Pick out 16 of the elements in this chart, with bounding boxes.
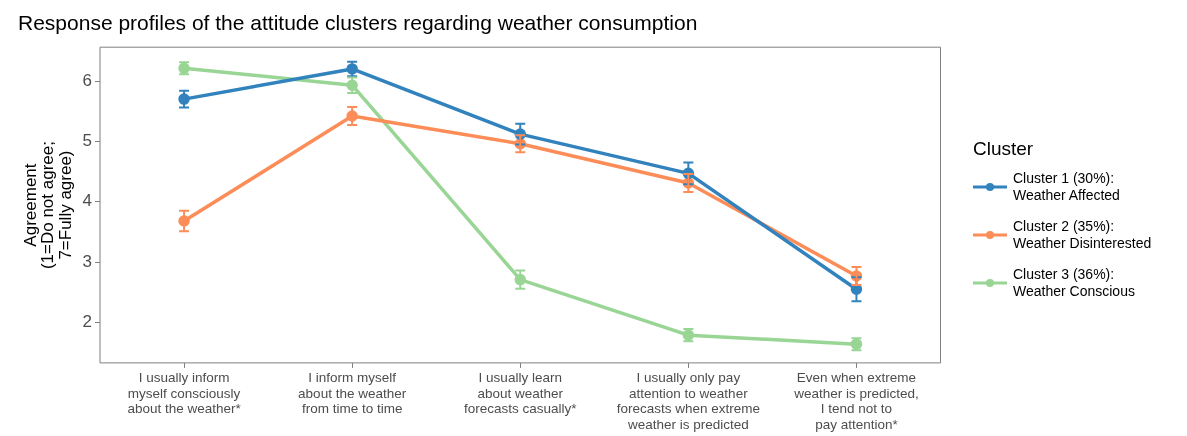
x-tick-label: I inform myself about the weather from time to time [298,370,407,417]
y-tick-label: 4 [82,191,92,211]
x-tick-label: I usually inform myself consciously about the weather* [127,370,242,417]
y-tick-label: 2 [82,312,92,332]
legend-label: Cluster 2 (35%): Weather Disinterested [1013,218,1152,252]
legend-label: Cluster 3 (36%): Weather Conscious [1013,266,1135,300]
legend-label: Cluster 1 (30%): Weather Affected [1013,170,1120,204]
y-tick-label: 6 [82,70,92,90]
chart-title: Response profiles of the attitude clusters regarding weather consumption [18,11,698,35]
x-tick-label: I usually only pay attention to weather forecasts when extreme weather is predicted [616,370,761,432]
x-tick-label: Even when extreme weather is predicted, I tend not to pay attention* [793,370,919,432]
y-tick-label: 5 [82,131,92,151]
y-axis-title: Agreement (1=Do not agree; 7=Fully agree) [20,141,76,270]
x-tick-label: I usually learn about weather forecasts casually* [463,370,578,417]
legend-title: Cluster [973,138,1035,160]
y-tick-label: 3 [82,251,92,271]
